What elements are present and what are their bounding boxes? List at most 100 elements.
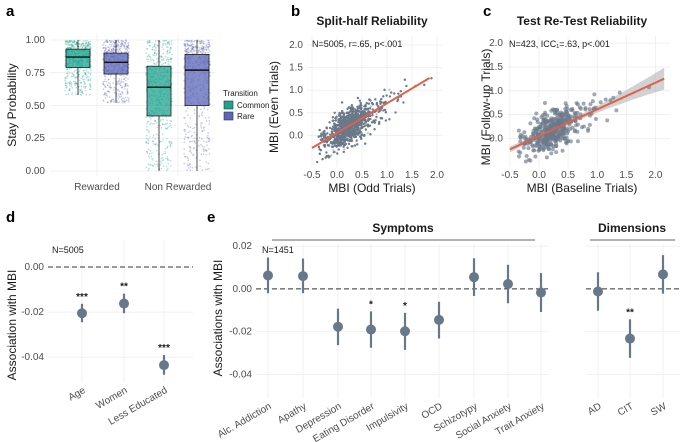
jitter-point [207,45,210,48]
jitter-point [111,49,114,52]
jitter-point [69,44,71,47]
jitter-point [155,58,158,60]
jitter-point [147,155,150,157]
jitter-point [152,58,154,61]
jitter-point [121,101,123,104]
jitter-point [189,45,191,47]
jitter-point [208,41,211,44]
jitter-point [183,40,186,43]
jitter-point [110,48,113,51]
jitter-point [126,96,129,99]
jitter-point [190,41,193,43]
jitter-point [188,51,190,53]
jitter-point [161,133,164,135]
jitter-point [89,85,92,88]
jitter-point [183,162,186,165]
jitter-point [74,80,76,83]
jitter-point [201,52,204,55]
jitter-point [105,39,108,42]
jitter-point [126,45,128,48]
jitter-point [83,69,85,72]
jitter-point [71,41,74,43]
jitter-point [87,79,90,81]
jitter-point [75,83,78,85]
jitter-point [162,118,164,121]
jitter-point [68,82,71,84]
jitter-point [169,145,172,148]
jitter-point [148,131,150,133]
jitter-point [145,141,148,143]
jitter-point [169,48,172,50]
jitter-point [103,46,106,49]
jitter-point [147,41,150,44]
jitter-point [207,48,210,51]
jitter-point [128,98,130,100]
jitter-point [108,40,111,42]
jitter-point [200,41,202,44]
jitter-point [163,152,165,155]
jitter-point [153,63,156,65]
jitter-point [110,86,113,89]
jitter-point [148,157,151,159]
jitter-point [152,140,155,143]
jitter-point [121,91,123,93]
jitter-point [81,91,83,93]
jitter-point [64,64,66,66]
jitter-point [183,153,185,155]
jitter-point [122,42,124,45]
jitter-point [108,49,110,51]
jitter-point [187,136,190,139]
jitter-point [169,120,172,122]
jitter-point [87,79,89,82]
jitter-point [88,72,90,75]
jitter-point [70,43,73,46]
jitter-point [151,164,154,167]
jitter-point [146,126,148,128]
jitter-point [73,46,76,49]
panel-a-y-ticks: 1.00 0.75 0.50 0.25 0.00 [26,35,46,177]
jitter-point [146,134,148,137]
jitter-point [154,122,156,125]
jitter-point [85,74,88,76]
jitter-point [108,90,110,93]
jitter-point [117,39,120,42]
jitter-point [114,41,116,44]
jitter-point [65,43,67,46]
jitter-point [118,93,120,95]
jitter-point [108,82,110,84]
panel-a-grid [50,34,215,176]
jitter-point [103,92,106,95]
jitter-point [80,44,83,47]
jitter-point [87,44,89,46]
jitter-point [78,42,81,45]
jitter-point [79,88,81,91]
jitter-point [70,47,72,49]
jitter-point [70,45,73,48]
jitter-point [102,99,104,101]
jitter-point [201,169,204,171]
jitter-point [202,50,205,53]
jitter-point [195,47,197,49]
jitter-point [109,82,111,85]
jitter-point [199,165,201,167]
jitter-point [184,44,187,46]
jitter-point [108,86,111,88]
jitter-point [190,40,192,42]
jitter-point [105,80,107,83]
jitter-point [82,78,84,81]
legend-title: Transition [223,89,258,98]
jitter-point [162,139,165,141]
jitter-point [67,72,69,75]
jitter-point [110,100,113,103]
jitter-point [145,141,147,143]
jitter-point [208,116,210,119]
jitter-point [124,42,126,44]
jitter-point [123,100,126,102]
jitter-point [104,49,107,51]
panel-b-grid [307,36,442,167]
jitter-point [103,84,106,87]
jitter-point [192,43,194,46]
jitter-point [88,83,91,85]
jitter-point [104,91,106,94]
jitter-point [110,51,113,53]
